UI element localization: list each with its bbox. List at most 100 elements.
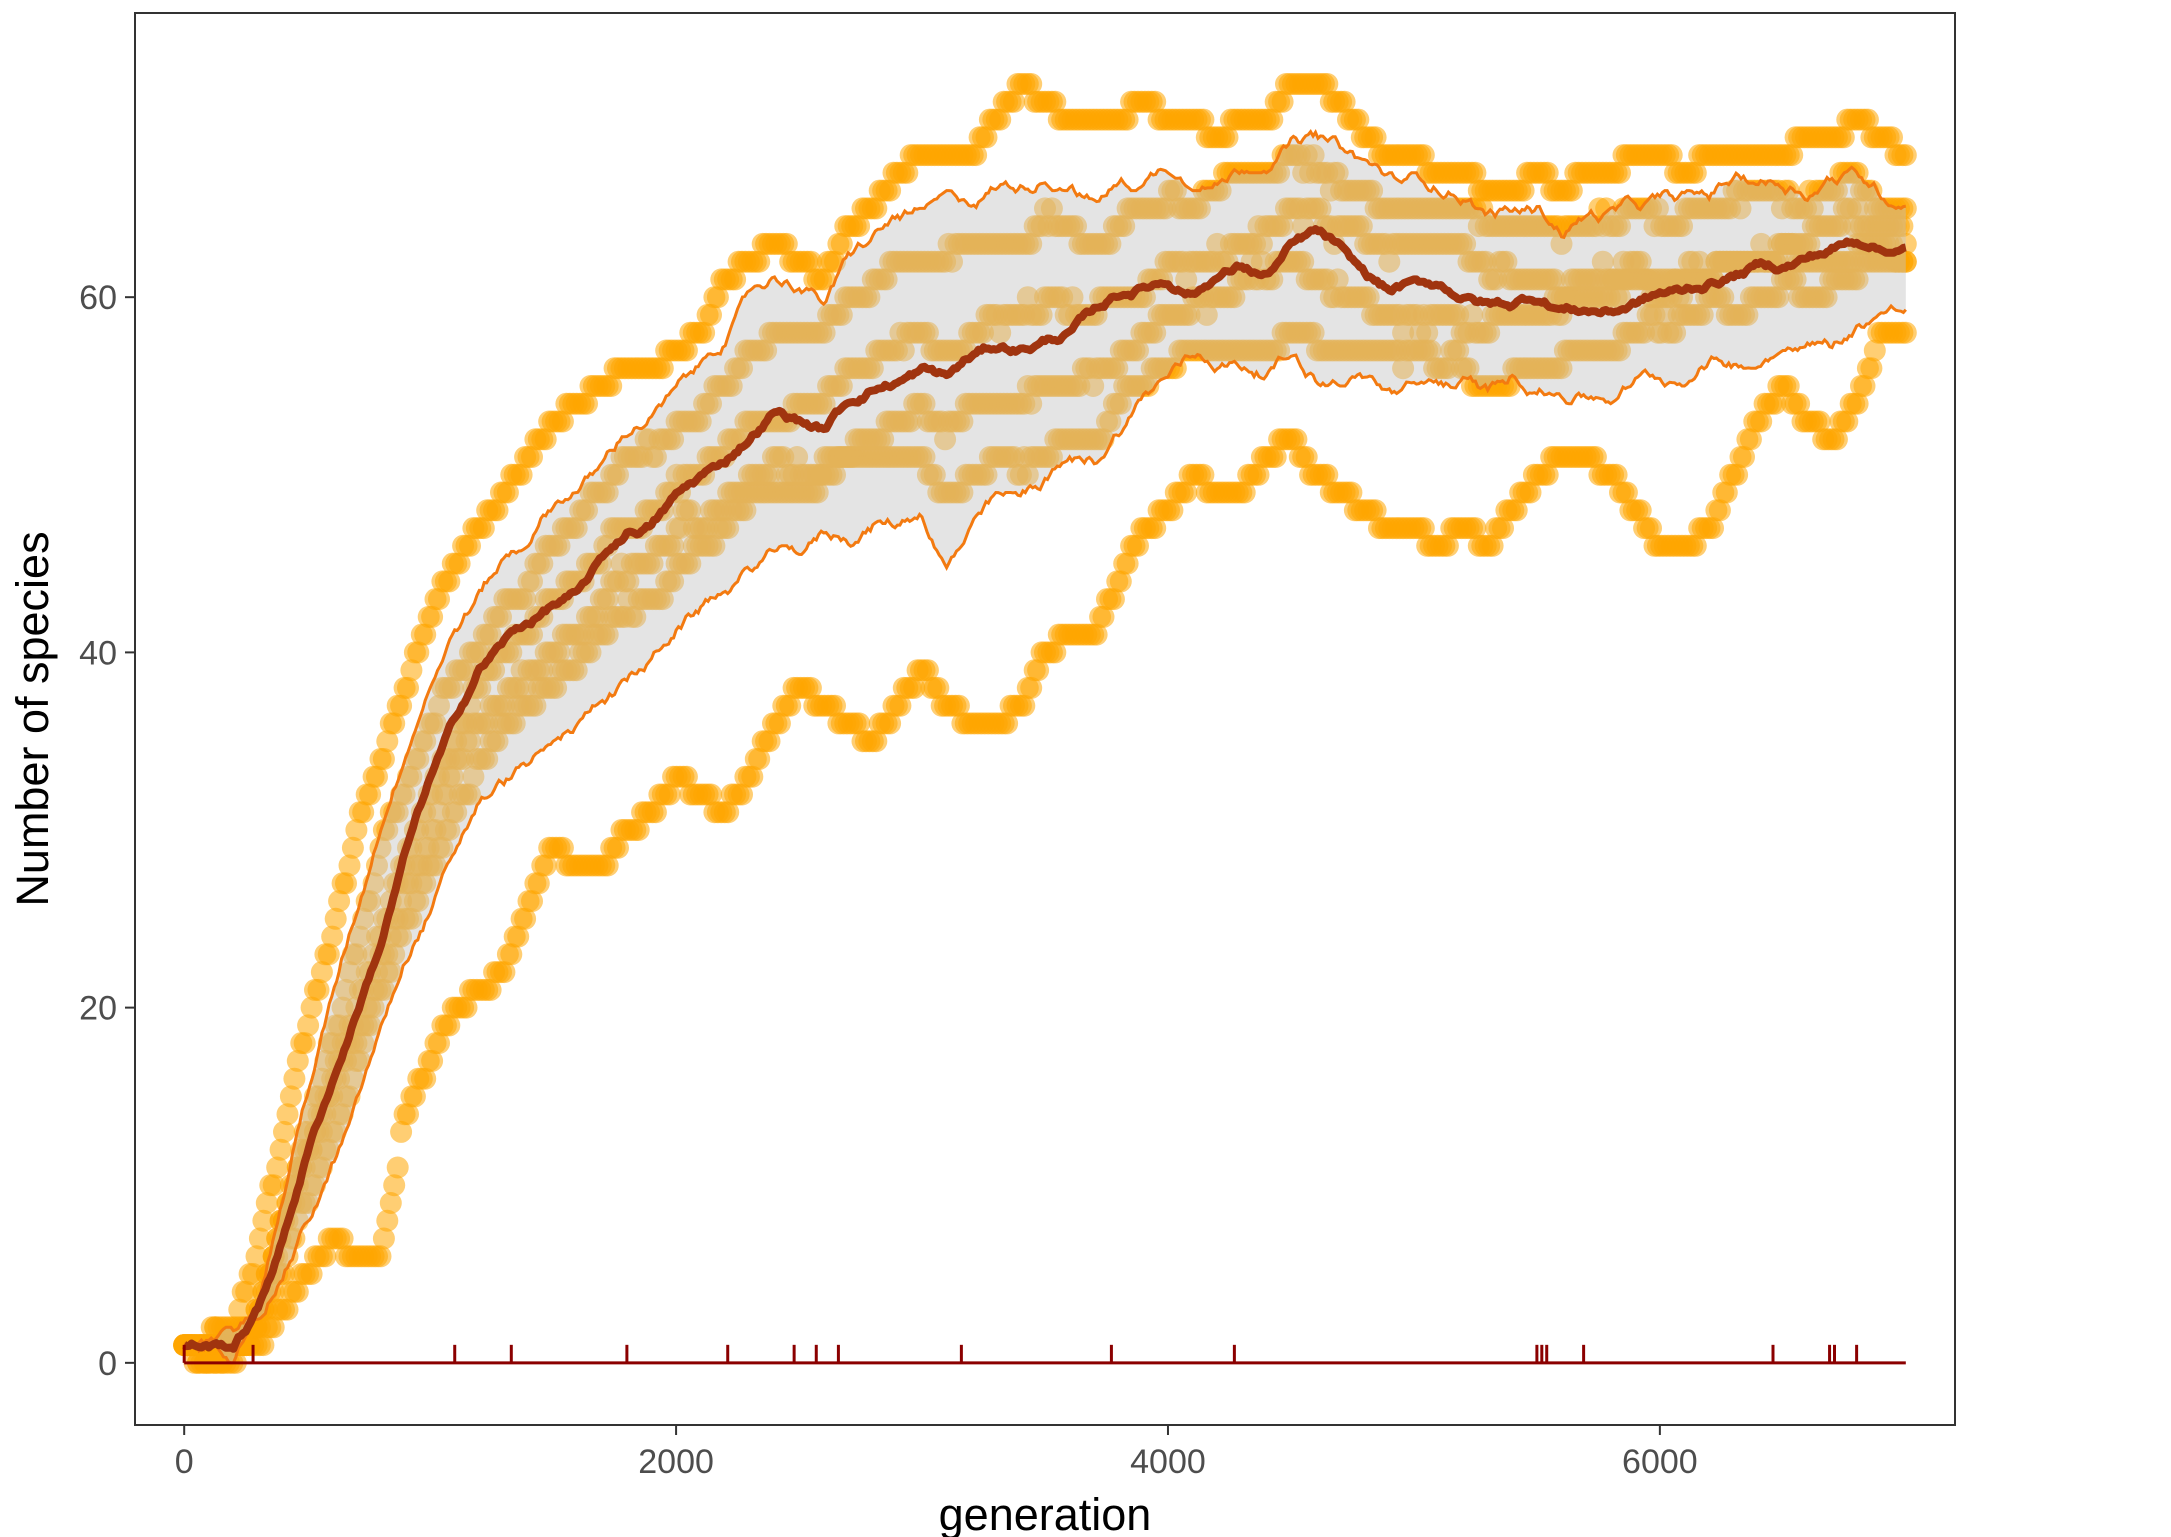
replicate-point	[1016, 286, 1039, 309]
replicate-point	[1726, 463, 1749, 486]
replicate-point	[424, 819, 447, 841]
replicate-point	[565, 659, 588, 682]
replicate-point	[527, 872, 550, 895]
replicate-point	[975, 463, 998, 486]
replicate-point	[1192, 463, 1215, 486]
replicate-point	[359, 890, 382, 913]
replicate-point	[534, 854, 557, 877]
replicate-point	[748, 748, 771, 770]
x-tick-label: 6000	[1622, 1443, 1698, 1481]
replicate-point	[1285, 428, 1308, 451]
replicate-point	[1412, 517, 1435, 540]
replicate-point	[848, 712, 871, 735]
replicate-point	[1736, 303, 1759, 326]
replicate-point	[1739, 428, 1762, 451]
replicate-point	[1843, 250, 1866, 273]
replicate-point	[1020, 676, 1043, 699]
replicate-point	[1137, 375, 1160, 397]
replicate-point	[397, 1103, 419, 1126]
replicate-point	[1271, 215, 1294, 238]
replicate-point	[1392, 321, 1415, 344]
replicate-point	[348, 925, 371, 948]
replicate-point	[445, 730, 468, 753]
y-axis-title: Number of species	[7, 531, 58, 906]
replicate-point	[1712, 286, 1735, 309]
replicate-point	[941, 250, 963, 273]
replicate-point	[1629, 250, 1652, 273]
replicate-point	[1492, 517, 1514, 540]
replicate-point	[1161, 499, 1184, 522]
replicate-point	[1326, 161, 1349, 184]
replicate-point	[617, 570, 640, 593]
replicate-point	[596, 623, 619, 646]
replicate-point	[1350, 215, 1373, 238]
replicate-point	[1302, 144, 1325, 167]
replicate-point	[1481, 534, 1504, 557]
y-tick-label: 60	[79, 279, 117, 317]
replicate-point	[393, 783, 416, 806]
replicate-point	[947, 694, 970, 717]
replicate-point	[1106, 357, 1129, 380]
replicate-point	[872, 428, 895, 451]
replicate-point	[627, 819, 650, 841]
replicate-point	[1550, 232, 1573, 255]
replicate-point	[799, 676, 822, 699]
replicate-point	[1340, 481, 1363, 504]
replicate-point	[1223, 286, 1246, 309]
x-tick-label: 4000	[1130, 1443, 1206, 1481]
replicate-point	[565, 517, 588, 540]
replicate-point	[996, 712, 1019, 735]
replicate-point	[548, 534, 571, 557]
replicate-point	[317, 1138, 340, 1161]
replicate-point	[410, 854, 433, 877]
replicate-point	[1127, 339, 1149, 362]
replicate-point	[514, 676, 537, 699]
replicate-point	[500, 943, 523, 966]
replicate-point	[1292, 250, 1315, 273]
replicate-point	[1316, 463, 1339, 486]
replicate-point	[576, 499, 598, 522]
replicate-point	[951, 410, 974, 433]
replicate-point	[1309, 197, 1332, 220]
replicate-point	[1550, 357, 1573, 380]
replicate-point	[1815, 286, 1838, 309]
replicate-point	[1164, 179, 1187, 202]
replicate-point	[407, 890, 430, 913]
replicate-point	[524, 694, 547, 717]
replicate-point	[662, 428, 685, 451]
replicate-point	[1027, 659, 1050, 682]
replicate-point	[310, 1067, 333, 1090]
replicate-point	[1609, 215, 1631, 238]
replicate-point	[1733, 446, 1755, 468]
replicate-point	[1750, 410, 1773, 433]
replicate-point	[989, 321, 1012, 344]
replicate-point	[490, 605, 512, 628]
replicate-point	[779, 694, 802, 717]
replicate-point	[579, 641, 602, 664]
replicate-point	[1708, 499, 1731, 522]
replicate-point	[407, 748, 430, 770]
replicate-point	[1416, 321, 1439, 344]
replicate-point	[717, 517, 740, 540]
replicate-point	[1595, 197, 1618, 220]
replicate-point	[1061, 286, 1084, 309]
replicate-point	[314, 1245, 337, 1268]
replicate-point	[1664, 321, 1687, 344]
replicate-point	[1788, 392, 1811, 415]
replicate-point	[369, 1245, 392, 1268]
replicate-point	[1478, 321, 1501, 344]
replicate-point	[717, 801, 740, 824]
replicate-point	[1891, 215, 1914, 238]
replicate-point	[548, 641, 571, 664]
replicate-point	[286, 1280, 309, 1303]
replicate-point	[758, 463, 781, 486]
replicate-point	[331, 1103, 354, 1126]
replicate-point	[331, 996, 354, 1019]
replicate-point	[455, 712, 478, 735]
replicate-point	[417, 836, 440, 859]
replicate-point	[1113, 215, 1136, 238]
replicate-point	[758, 730, 781, 753]
replicate-point	[1175, 481, 1198, 504]
replicate-point	[879, 712, 902, 735]
